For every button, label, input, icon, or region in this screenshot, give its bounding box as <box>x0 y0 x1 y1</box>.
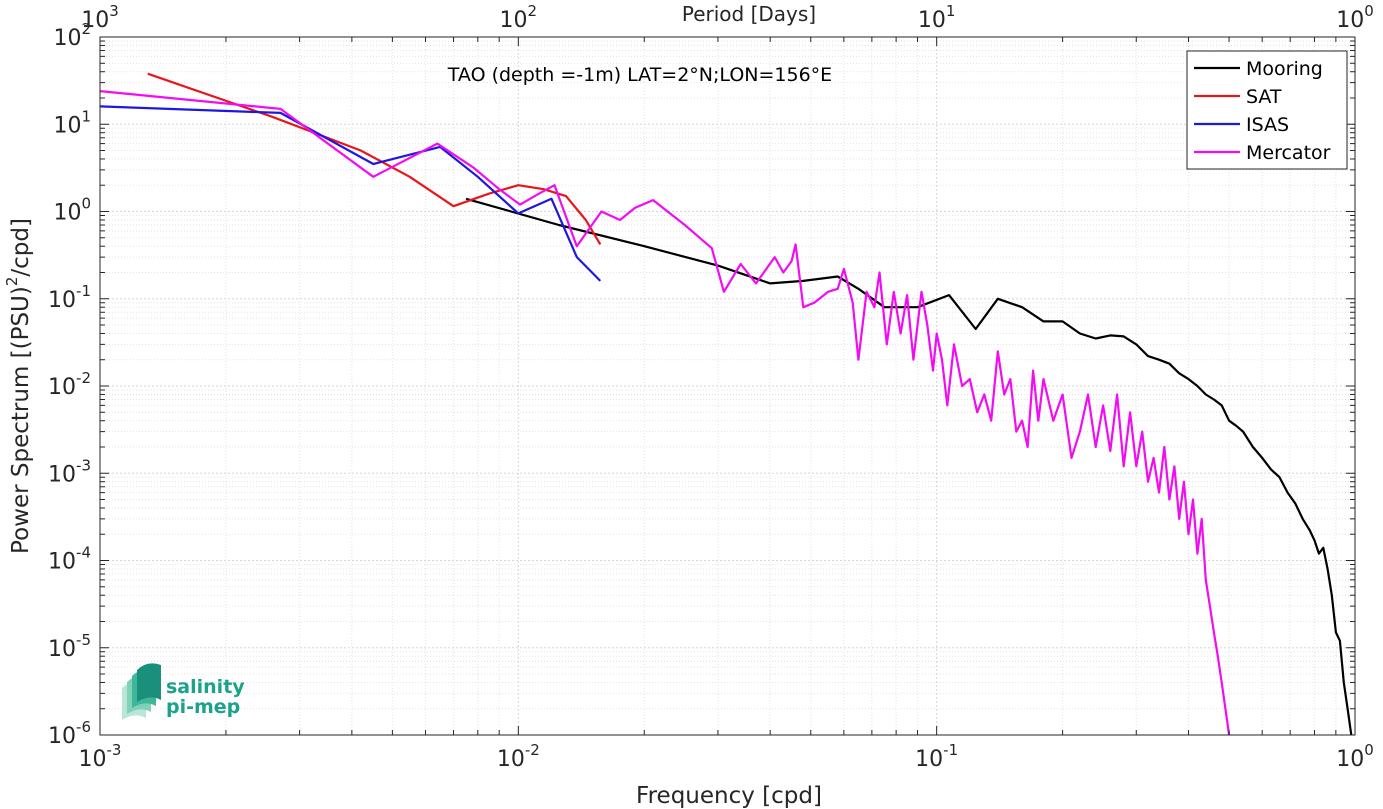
x-tick-label-base: 10 <box>497 747 525 772</box>
series-line-sat <box>147 72 602 245</box>
top-axis-title: Period [Days] <box>682 2 816 26</box>
x-tick-label-base: 10 <box>79 747 107 772</box>
salinity-pi-mep-logo: salinity pi-mep <box>122 663 245 720</box>
y-axis-title-main: Power Spectrum [(PSU) <box>8 286 34 554</box>
y-tick-label: 10-5 <box>48 631 91 662</box>
chart-annotation: TAO (depth =-1m) LAT=2°N;LON=156°E <box>447 64 832 86</box>
y-tick-label-base: 10 <box>48 375 76 400</box>
y-axis-title-tail: /cpd] <box>8 218 34 277</box>
top-tick-label-exp: 0 <box>1364 2 1374 20</box>
y-tick-label-exp: 2 <box>81 20 91 38</box>
x-tick-label-exp: 0 <box>1364 741 1374 759</box>
x-tick-label: 10-3 <box>79 741 122 772</box>
y-tick-label: 10-3 <box>48 456 91 487</box>
axis-ticks <box>99 36 1356 736</box>
y-tick-label-exp: -1 <box>76 282 91 300</box>
y-tick-label: 100 <box>53 195 91 226</box>
legend-label-isas: ISAS <box>1246 114 1289 136</box>
x-tick-label: 10-1 <box>915 741 958 772</box>
x-axis-title: Frequency [cpd] <box>636 783 822 809</box>
y-tick-label-exp: -5 <box>76 631 91 649</box>
legend-label-sat: SAT <box>1246 86 1282 108</box>
y-tick-label-base: 10 <box>48 550 76 575</box>
y-tick-label-exp: 0 <box>81 195 91 213</box>
y-tick-label-base: 10 <box>53 201 81 226</box>
y-tick-label-base: 10 <box>53 113 81 138</box>
top-tick-label-exp: 2 <box>528 2 538 20</box>
legend: Mooring SAT ISAS Mercator <box>1186 50 1348 170</box>
y-axis-title: Power Spectrum [(PSU)2/cpd] <box>3 218 34 554</box>
logo-mark-icon <box>122 663 161 720</box>
logo-line2: pi-mep <box>166 696 240 718</box>
top-tick-label-base: 10 <box>500 8 528 33</box>
x-tick-label: 100 <box>1336 741 1374 772</box>
y-tick-label-base: 10 <box>53 26 81 51</box>
top-tick-label-base: 10 <box>918 8 946 33</box>
y-tick-label: 102 <box>53 20 91 51</box>
top-tick-label: 100 <box>1336 2 1374 33</box>
y-tick-label-exp: -2 <box>76 369 91 387</box>
y-tick-label-exp: -4 <box>76 544 91 562</box>
y-tick-label-base: 10 <box>48 724 76 749</box>
top-tick-label-base: 10 <box>81 8 109 33</box>
y-tick-label-base: 10 <box>48 462 76 487</box>
legend-items: Mooring SAT ISAS Mercator <box>1194 58 1331 164</box>
legend-label-mercator: Mercator <box>1246 142 1331 164</box>
top-tick-label: 103 <box>81 2 119 33</box>
legend-box <box>1186 50 1348 170</box>
y-tick-label-exp: -6 <box>76 718 91 736</box>
logo-line1: salinity <box>166 676 245 698</box>
y-tick-label-base: 10 <box>48 288 76 313</box>
y-tick-label: 101 <box>53 107 91 138</box>
series-layer <box>99 72 1353 736</box>
x-tick-label-exp: -1 <box>943 741 958 759</box>
top-tick-label-exp: 3 <box>109 2 119 20</box>
top-tick-label: 102 <box>500 2 538 33</box>
y-tick-label: 10-1 <box>48 282 91 313</box>
y-axis-title-exp: 2 <box>3 277 21 287</box>
y-tick-label: 10-2 <box>48 369 91 400</box>
series-line-isas <box>99 105 602 282</box>
y-tick-label-exp: -3 <box>76 456 91 474</box>
y-tick-label-exp: 1 <box>81 107 91 125</box>
x-tick-label-base: 10 <box>1336 747 1364 772</box>
top-tick-label-base: 10 <box>1336 8 1364 33</box>
series-line-mercator <box>99 90 1231 736</box>
y-tick-label: 10-6 <box>48 718 91 749</box>
x-tick-label-exp: -3 <box>107 741 122 759</box>
x-tick-label: 10-2 <box>497 741 540 772</box>
legend-label-mooring: Mooring <box>1246 58 1323 80</box>
x-tick-label-base: 10 <box>915 747 943 772</box>
top-tick-label: 101 <box>918 2 956 33</box>
y-tick-label-base: 10 <box>48 637 76 662</box>
x-tick-label-exp: -2 <box>525 741 540 759</box>
y-tick-label: 10-4 <box>48 544 91 575</box>
top-tick-label-exp: 1 <box>946 2 956 20</box>
